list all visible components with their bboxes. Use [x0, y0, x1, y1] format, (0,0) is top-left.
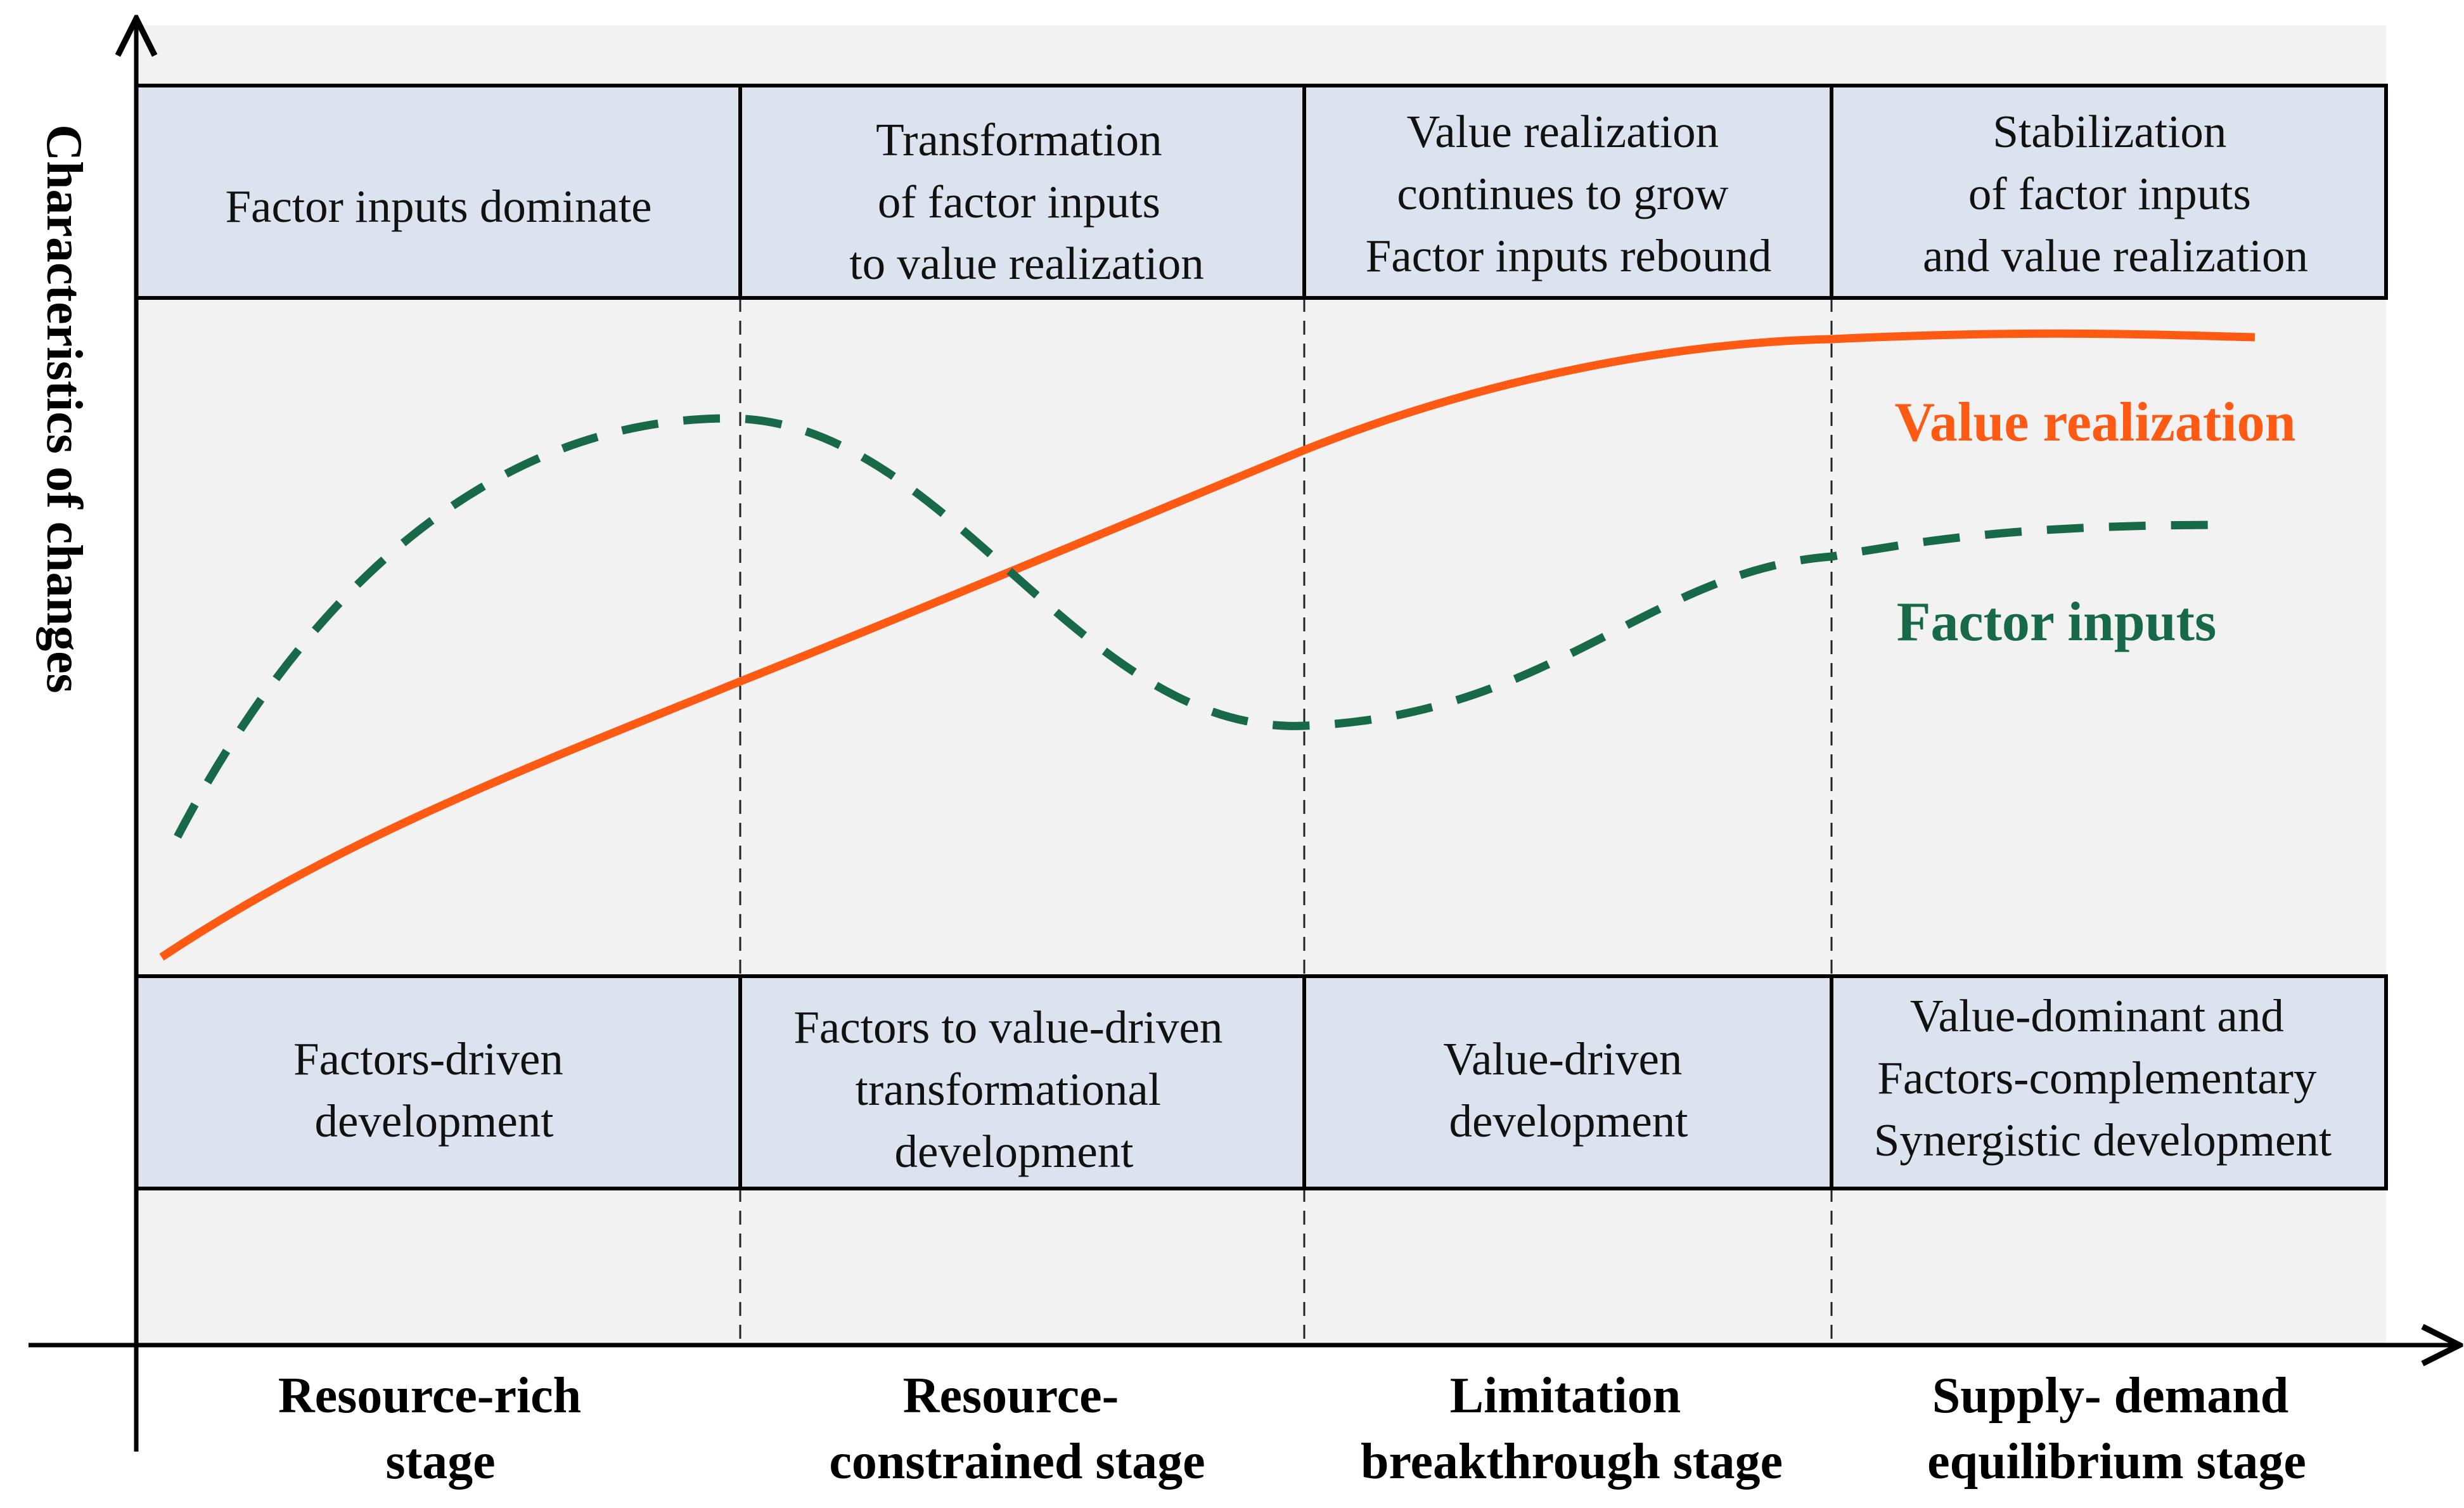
top-box-2 — [738, 84, 1306, 300]
bottom-box-4 — [1830, 974, 2388, 1190]
top-box-1 — [134, 84, 742, 300]
top-box-2-text: Transformation of factor inputs to value… — [849, 114, 1203, 289]
top-box-4-text: Stabilization of factor inputs and value… — [1923, 106, 2308, 281]
top-box-1-text: Factor inputs dominate — [225, 181, 651, 232]
y-axis-title: Characteristics of changes — [36, 124, 92, 693]
top-box-3-text: Value realization continues to grow Fact… — [1366, 106, 1772, 281]
top-characteristics-band: Factor inputs dominate Transformation of… — [134, 84, 2388, 300]
stage-label-4: Supply- demand equilibrium stage — [1927, 1368, 2306, 1490]
top-box-4 — [1830, 84, 2388, 300]
bottom-box-1-text: Factors-driven development — [293, 1033, 575, 1147]
factor-inputs-label: Factor inputs — [1897, 591, 2216, 653]
bottom-box-3-text: Value-driven development — [1443, 1033, 1693, 1147]
bottom-box-4-text: Value-dominant and Factors-complementary… — [1874, 990, 2332, 1166]
bottom-box-2 — [738, 974, 1306, 1190]
bottom-development-band: Factors-driven development Factors to va… — [134, 974, 2388, 1190]
stage-label-3: Limitation breakthrough stage — [1361, 1368, 1783, 1490]
stage-label-2: Resource- constrained stage — [829, 1368, 1205, 1490]
value-realization-label: Value realization — [1894, 392, 2295, 453]
top-box-3 — [1302, 84, 1833, 300]
bottom-box-2-text: Factors to value-driven transformational… — [793, 1002, 1234, 1177]
bottom-box-3 — [1302, 974, 1833, 1190]
stage-label-1: Resource-rich stage — [278, 1368, 594, 1490]
factor-inputs-curve — [174, 414, 2228, 839]
value-realization-curve — [159, 329, 2255, 961]
